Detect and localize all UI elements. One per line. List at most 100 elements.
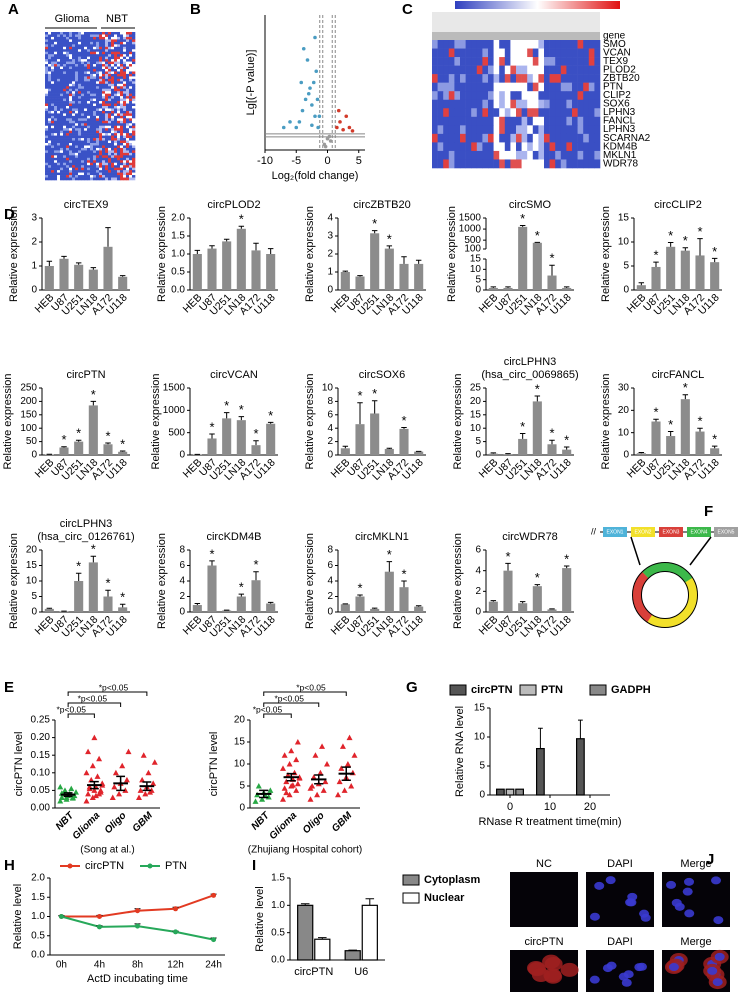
heatmap-cell [48, 108, 51, 111]
heatmap-cell [81, 136, 84, 139]
heatmap-cell [60, 59, 63, 62]
heatmap-cell [75, 67, 78, 70]
bar [251, 580, 260, 612]
heatmap-cell [57, 34, 60, 37]
heatmap-cell [123, 113, 126, 116]
heatmap-cell [69, 69, 72, 72]
heatmap-cell [583, 57, 589, 66]
heatmap-cell [482, 151, 488, 160]
heatmap-cell [102, 150, 105, 153]
error-bar [105, 228, 110, 247]
heatmap-cell [60, 136, 63, 139]
heatmap-cell [99, 160, 102, 163]
heatmap-cell [87, 104, 90, 107]
heatmap-cell [111, 136, 114, 139]
heatmap-cell [105, 128, 108, 131]
heatmap-cell [84, 160, 87, 163]
heatmap-cell [594, 134, 600, 143]
heatmap-cell [111, 170, 114, 173]
micrograph [586, 950, 654, 992]
heatmap-cell [45, 106, 48, 109]
heatmap-cell [81, 155, 84, 158]
legend-marker [148, 864, 153, 869]
heatmap-cell [449, 151, 455, 160]
error-bar [401, 581, 406, 587]
heatmap-cell [93, 86, 96, 89]
heatmap-cell [594, 108, 600, 117]
heatmap-cell [120, 136, 123, 139]
heatmap-cell [123, 145, 126, 148]
heatmap-cell [555, 159, 561, 168]
x-tick-label: Oligo [103, 810, 129, 836]
heatmap-cell [108, 170, 111, 173]
heatmap-cell [99, 67, 102, 70]
heatmap-cell [102, 104, 105, 107]
heatmap-cell [63, 81, 66, 84]
heatmap-cell [45, 150, 48, 153]
heatmap-cell [54, 128, 57, 131]
heatmap-cell [105, 111, 108, 114]
heatmap-cell [87, 148, 90, 151]
heatmap-cell [48, 150, 51, 153]
heatmap-cell [123, 101, 126, 104]
heatmap-cell [90, 42, 93, 45]
heatmap-cell [99, 99, 102, 102]
heatmap-cell [45, 71, 48, 74]
heatmap-cell [466, 100, 472, 109]
heatmap-cell [120, 52, 123, 55]
heatmap-cell [96, 108, 99, 111]
heatmap-cell [129, 71, 132, 74]
heatmap-cell [466, 49, 472, 58]
heatmap-cell [72, 86, 75, 89]
heatmap-cell [45, 173, 48, 176]
heatmap-cell [84, 32, 87, 35]
heatmap-cell [93, 128, 96, 131]
bar [45, 266, 54, 290]
heatmap-cell [108, 143, 111, 146]
y-tick-label: 0 [31, 285, 37, 296]
y-tick-label: 0 [31, 607, 37, 618]
heatmap-cell [87, 158, 90, 161]
heatmap-cell [432, 91, 438, 100]
heatmap-cell [69, 71, 72, 74]
heatmap-cell [72, 126, 75, 129]
significance-label: *p<0.05 [253, 704, 283, 714]
heatmap-cell [93, 101, 96, 104]
heatmap-cell [471, 117, 477, 126]
heatmap-cell [510, 142, 516, 151]
heatmap-cell [96, 155, 99, 158]
heatmap-cell [54, 42, 57, 45]
axes [338, 388, 426, 455]
heatmap-cell [132, 136, 135, 139]
heatmap-cell [114, 113, 117, 116]
error-bar [91, 268, 96, 270]
heatmap-cell [99, 84, 102, 87]
legend-swatch [450, 685, 466, 695]
heatmap-cell [75, 101, 78, 104]
heatmap-cell [57, 64, 60, 67]
heatmap-cell [550, 100, 556, 109]
heatmap-cell [482, 108, 488, 117]
error-bar [343, 446, 348, 448]
heatmap-cell [72, 84, 75, 87]
heatmap-cell [114, 94, 117, 97]
heatmap-cell [51, 116, 54, 119]
heatmap-cell [57, 155, 60, 158]
heatmap-cell [54, 96, 57, 99]
heatmap-cell [54, 153, 57, 156]
heatmap-cell [432, 142, 438, 151]
heatmap-cell [120, 126, 123, 129]
heatmap-cell [90, 104, 93, 107]
heatmap-cell [90, 153, 93, 156]
heatmap-cell [117, 138, 120, 141]
heatmap-cell [561, 83, 567, 92]
heatmap-cell [126, 57, 129, 60]
heatmap-cell [108, 47, 111, 50]
heatmap-cell [129, 116, 132, 119]
heatmap-cell [66, 131, 69, 134]
heatmap-cell [438, 91, 444, 100]
heatmap-cell [123, 131, 126, 134]
heatmap-cell [102, 175, 105, 178]
heatmap-cell [583, 91, 589, 100]
point [85, 749, 91, 755]
